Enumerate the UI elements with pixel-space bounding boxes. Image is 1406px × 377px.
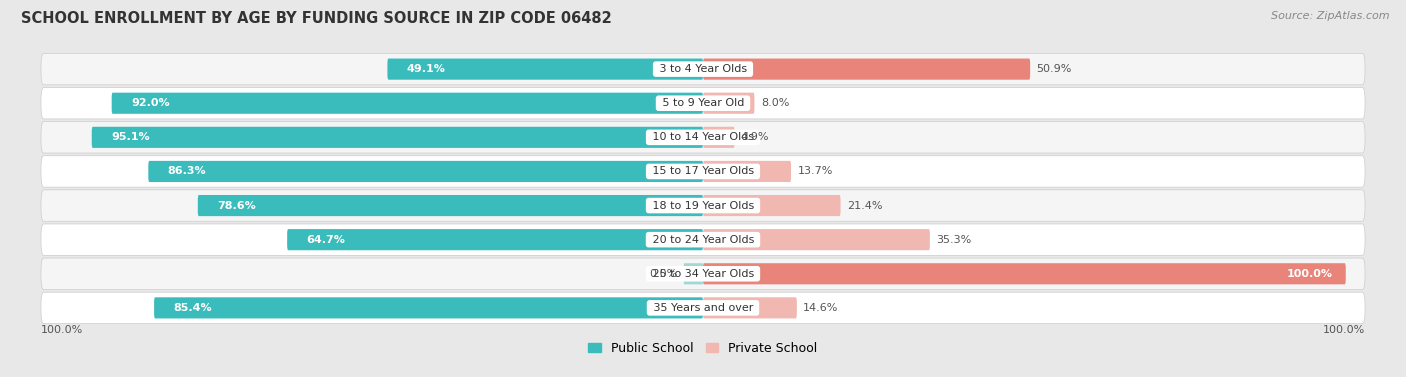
FancyBboxPatch shape bbox=[703, 297, 797, 319]
FancyBboxPatch shape bbox=[287, 229, 703, 250]
FancyBboxPatch shape bbox=[41, 258, 1365, 290]
FancyBboxPatch shape bbox=[703, 263, 1346, 284]
Text: 85.4%: 85.4% bbox=[173, 303, 212, 313]
FancyBboxPatch shape bbox=[703, 229, 929, 250]
FancyBboxPatch shape bbox=[41, 292, 1365, 323]
FancyBboxPatch shape bbox=[91, 127, 703, 148]
Text: 0.0%: 0.0% bbox=[650, 269, 678, 279]
Text: 35 Years and over: 35 Years and over bbox=[650, 303, 756, 313]
FancyBboxPatch shape bbox=[703, 58, 1031, 80]
Text: 100.0%: 100.0% bbox=[41, 325, 83, 335]
FancyBboxPatch shape bbox=[41, 87, 1365, 119]
Text: 86.3%: 86.3% bbox=[167, 166, 207, 176]
Text: Source: ZipAtlas.com: Source: ZipAtlas.com bbox=[1271, 11, 1389, 21]
FancyBboxPatch shape bbox=[155, 297, 703, 319]
Legend: Public School, Private School: Public School, Private School bbox=[583, 337, 823, 360]
Text: SCHOOL ENROLLMENT BY AGE BY FUNDING SOURCE IN ZIP CODE 06482: SCHOOL ENROLLMENT BY AGE BY FUNDING SOUR… bbox=[21, 11, 612, 26]
Text: 35.3%: 35.3% bbox=[936, 234, 972, 245]
Text: 3 to 4 Year Olds: 3 to 4 Year Olds bbox=[655, 64, 751, 74]
Text: 92.0%: 92.0% bbox=[131, 98, 170, 108]
FancyBboxPatch shape bbox=[41, 54, 1365, 85]
Text: 64.7%: 64.7% bbox=[307, 234, 346, 245]
Text: 100.0%: 100.0% bbox=[1323, 325, 1365, 335]
Text: 20 to 24 Year Olds: 20 to 24 Year Olds bbox=[648, 234, 758, 245]
Text: 5 to 9 Year Old: 5 to 9 Year Old bbox=[658, 98, 748, 108]
FancyBboxPatch shape bbox=[41, 224, 1365, 255]
FancyBboxPatch shape bbox=[198, 195, 703, 216]
Text: 78.6%: 78.6% bbox=[217, 201, 256, 211]
Text: 100.0%: 100.0% bbox=[1286, 269, 1333, 279]
FancyBboxPatch shape bbox=[703, 195, 841, 216]
FancyBboxPatch shape bbox=[41, 190, 1365, 221]
FancyBboxPatch shape bbox=[388, 58, 703, 80]
Text: 18 to 19 Year Olds: 18 to 19 Year Olds bbox=[648, 201, 758, 211]
FancyBboxPatch shape bbox=[683, 263, 703, 284]
Text: 4.9%: 4.9% bbox=[741, 132, 769, 143]
FancyBboxPatch shape bbox=[111, 93, 703, 114]
Text: 49.1%: 49.1% bbox=[406, 64, 446, 74]
FancyBboxPatch shape bbox=[41, 156, 1365, 187]
Text: 14.6%: 14.6% bbox=[803, 303, 838, 313]
Text: 50.9%: 50.9% bbox=[1036, 64, 1071, 74]
FancyBboxPatch shape bbox=[703, 127, 734, 148]
Text: 13.7%: 13.7% bbox=[797, 166, 832, 176]
Text: 8.0%: 8.0% bbox=[761, 98, 789, 108]
Text: 25 to 34 Year Olds: 25 to 34 Year Olds bbox=[648, 269, 758, 279]
FancyBboxPatch shape bbox=[703, 93, 755, 114]
Text: 21.4%: 21.4% bbox=[846, 201, 883, 211]
FancyBboxPatch shape bbox=[41, 122, 1365, 153]
Text: 15 to 17 Year Olds: 15 to 17 Year Olds bbox=[648, 166, 758, 176]
Text: 10 to 14 Year Olds: 10 to 14 Year Olds bbox=[648, 132, 758, 143]
FancyBboxPatch shape bbox=[703, 161, 792, 182]
FancyBboxPatch shape bbox=[148, 161, 703, 182]
Text: 95.1%: 95.1% bbox=[111, 132, 149, 143]
